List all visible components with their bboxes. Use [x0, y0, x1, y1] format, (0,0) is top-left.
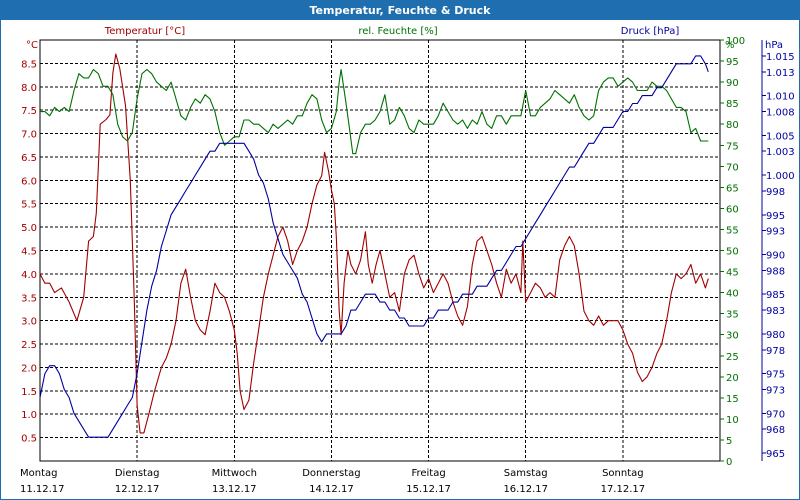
humidity-tick-label: 5 [726, 436, 732, 447]
humidity-tick-label: 10 [726, 415, 739, 426]
pressure-tick-label: 988 [766, 266, 785, 277]
pressure-unit: hPa [765, 40, 783, 51]
pressure-tick-label: 980 [766, 330, 785, 341]
humidity-tick-label: 95 [726, 57, 739, 68]
pressure-tick-label: 995 [766, 211, 785, 222]
x-date-label: 11.12.17 [20, 484, 65, 495]
pressure-tick-label: 975 [766, 370, 785, 381]
temperature-tick-label: 6.0 [21, 176, 37, 187]
temperature-tick-label: 1.0 [21, 410, 37, 421]
x-date-label: 16.12.17 [503, 484, 548, 495]
temperature-tick-label: 4.5 [21, 247, 37, 258]
pressure-tick-label: 1.015 [766, 52, 795, 63]
pressure-tick-label: 993 [766, 227, 785, 238]
tick-labels: 0.5 1.0 1.5 2.0 2.5 3.0 3.5 4.0 4.5 5.0 5.5 6.0 6.5 7… [20, 36, 795, 495]
pressure-tick-label: 990 [766, 250, 785, 261]
pressure-tick-label: 1.008 [766, 107, 795, 118]
chart-title: Temperatur, Feuchte & Druck [1, 1, 799, 20]
temperature-tick-label: 2.0 [21, 363, 37, 374]
x-date-label: 15.12.17 [406, 484, 451, 495]
humidity-tick-label: 40 [726, 289, 739, 300]
pressure-tick-label: 1.005 [766, 131, 795, 142]
humidity-tick-label: 20 [726, 373, 739, 384]
humidity-tick-label: 85 [726, 99, 739, 110]
humidity-tick-label: 45 [726, 268, 739, 279]
x-date-label: 13.12.17 [212, 484, 257, 495]
temperature-tick-label: 1.5 [21, 387, 37, 398]
temperature-tick-label: 0.5 [21, 434, 37, 445]
humidity-tick-label: 50 [726, 247, 739, 258]
humidity-tick-label: 55 [726, 225, 739, 236]
humidity-tick-label: 30 [726, 331, 739, 342]
humidity-tick-label: 100 [726, 36, 745, 47]
temperature-tick-label: 8.0 [21, 83, 37, 94]
humidity-tick-label: 75 [726, 141, 739, 152]
pressure-tick-label: 970 [766, 409, 785, 420]
pressure-tick-label: 973 [766, 386, 785, 397]
x-day-label: Sonntag [602, 468, 644, 479]
humidity-tick-label: 90 [726, 78, 739, 89]
pressure-tick-label: 998 [766, 187, 785, 198]
pressure-tick-label: 1.003 [766, 147, 795, 158]
pressure-axis-label: Druck [hPa] [621, 26, 680, 37]
temperature-unit: °C [26, 40, 38, 51]
x-day-label: Donnerstag [302, 468, 360, 479]
pressure-tick-label: 985 [766, 290, 785, 301]
pressure-tick-label: 965 [766, 449, 785, 460]
humidity-tick-label: 25 [726, 352, 739, 363]
pressure-tick-label: 983 [766, 306, 785, 317]
pressure-tick-label: 1.010 [766, 92, 795, 103]
series-line-temperature [39, 53, 709, 434]
x-day-label: Mittwoch [212, 468, 257, 479]
series-line-humidity [40, 68, 709, 155]
humidity-axis-label: rel. Feuchte [%] [358, 26, 437, 37]
humidity-tick-label: 80 [726, 120, 739, 131]
humidity-tick-label: 70 [726, 162, 739, 173]
pressure-tick-label: 978 [766, 346, 785, 357]
humidity-tick-label: 65 [726, 183, 739, 194]
x-date-label: 14.12.17 [309, 484, 354, 495]
x-date-label: 12.12.17 [115, 484, 160, 495]
temperature-tick-label: 8.5 [21, 59, 37, 70]
pressure-tick-label: 1.013 [766, 68, 795, 79]
temperature-tick-label: 2.5 [21, 340, 37, 351]
humidity-tick-label: 15 [726, 394, 739, 405]
temperature-tick-label: 3.0 [21, 317, 37, 328]
humidity-tick-label: 60 [726, 204, 739, 215]
humidity-tick-label: 35 [726, 310, 739, 321]
temperature-axis-label: Temperatur [°C] [104, 26, 185, 37]
temperature-tick-label: 3.5 [21, 293, 37, 304]
temperature-tick-label: 6.5 [21, 153, 37, 164]
temperature-tick-label: 5.0 [21, 223, 37, 234]
series-line-pressure [39, 55, 709, 438]
temperature-tick-label: 7.5 [21, 106, 37, 117]
x-day-label: Montag [20, 468, 57, 479]
temperature-tick-label: 7.0 [21, 130, 37, 141]
pressure-tick-label: 968 [766, 425, 785, 436]
x-day-label: Dienstag [115, 468, 160, 479]
x-day-label: Samstag [504, 468, 548, 479]
temperature-tick-label: 4.0 [21, 270, 37, 281]
humidity-tick-label: 0 [726, 457, 732, 468]
humidity-unit: % [725, 40, 735, 51]
grid-lines [40, 40, 720, 461]
axes [39, 39, 766, 462]
temperature-tick-label: 5.5 [21, 200, 37, 211]
x-date-label: 17.12.17 [601, 484, 646, 495]
x-day-label: Freitag [411, 468, 445, 479]
series-lines [39, 53, 709, 438]
pressure-tick-label: 1.000 [766, 171, 795, 182]
